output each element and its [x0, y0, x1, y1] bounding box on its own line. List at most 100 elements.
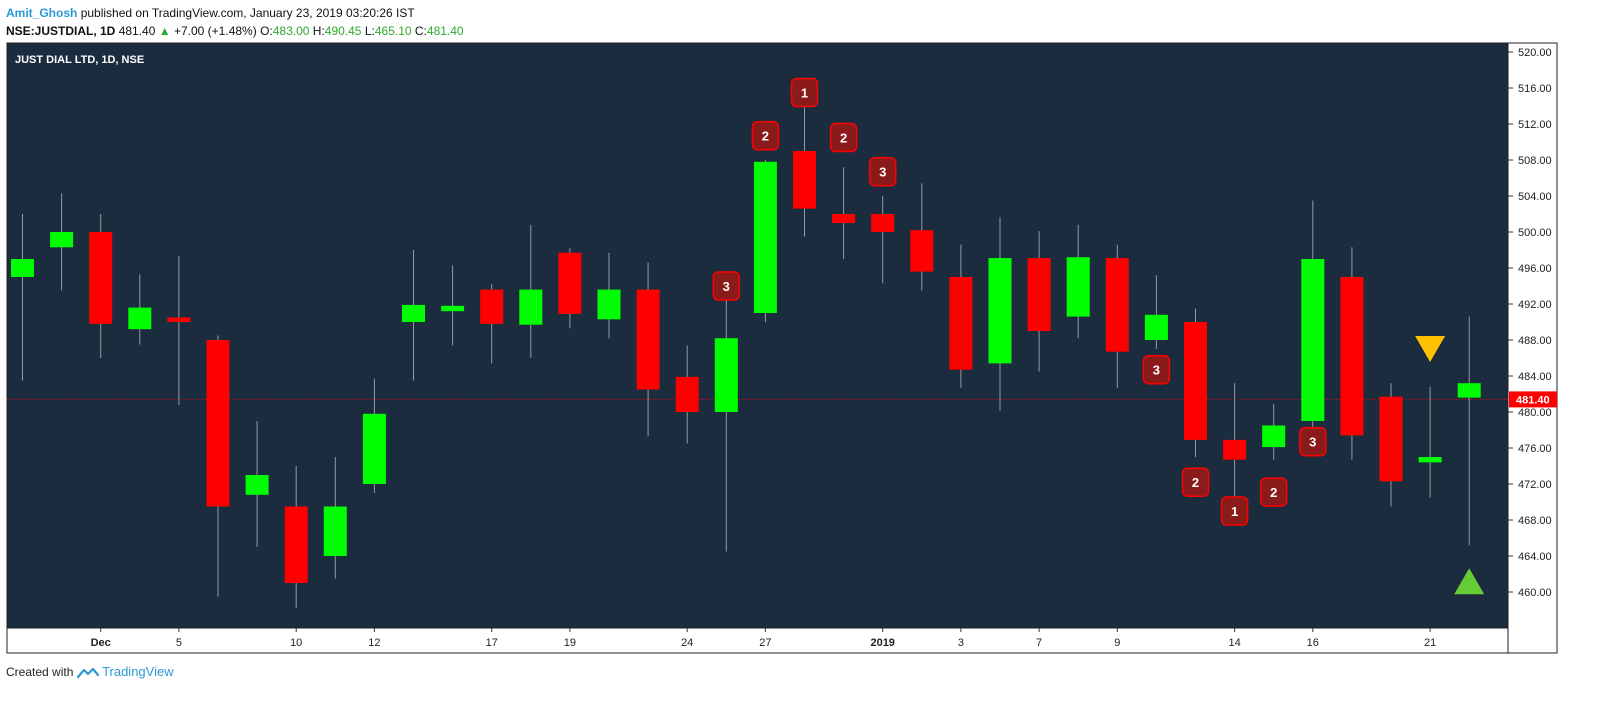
- wave-count-box: [790, 77, 819, 108]
- candle: [89, 214, 113, 358]
- wave-count-box: [751, 120, 780, 151]
- wave-count-label: 2: [751, 120, 780, 151]
- candle: [1379, 383, 1403, 507]
- y-tick-label: 504.00: [1518, 191, 1552, 203]
- candle: [167, 256, 191, 405]
- x-tick-label: 19: [564, 637, 576, 649]
- candle: [1457, 316, 1481, 546]
- y-tick-label: 476.00: [1518, 443, 1552, 455]
- candle: [323, 457, 347, 579]
- wave-count-label: 3: [712, 271, 741, 301]
- author-link[interactable]: Amit_Ghosh: [6, 6, 78, 20]
- candle: [1340, 247, 1364, 460]
- candle: [1144, 275, 1168, 349]
- wave-count-label: 1: [1220, 496, 1249, 526]
- wave-count-label: 2: [1181, 467, 1210, 497]
- low-value: 465.10: [374, 24, 412, 38]
- candle: [714, 296, 738, 552]
- wave-count-text: 1: [1231, 504, 1238, 519]
- candle-body: [793, 151, 816, 209]
- publish-line: Amit_Ghosh published on TradingView.com,…: [6, 4, 1596, 22]
- wave-count-box: [1220, 496, 1249, 526]
- x-tick-label: 10: [290, 637, 302, 649]
- candle-body: [1223, 439, 1247, 460]
- high-value: 490.45: [324, 24, 362, 38]
- candle: [362, 378, 386, 493]
- candle: [245, 421, 269, 547]
- plot-border: [6, 42, 1509, 629]
- candle: [636, 262, 660, 437]
- wave-count-text: 3: [1309, 435, 1316, 450]
- tradingview-logo-icon: [76, 667, 99, 678]
- y-tick-label: 468.00: [1518, 515, 1552, 527]
- wave-count-text: 3: [723, 279, 730, 294]
- candle-body: [402, 304, 425, 322]
- candle-body: [910, 230, 934, 272]
- candle-body: [1144, 314, 1168, 340]
- candle: [871, 196, 895, 284]
- candle: [1418, 386, 1442, 498]
- x-tick-label: 14: [1228, 637, 1240, 649]
- candle: [284, 466, 308, 609]
- wave-count-box: [868, 156, 897, 187]
- sell-signal-icon: [1415, 336, 1446, 362]
- candle: [11, 214, 34, 381]
- x-tick-label: 17: [486, 637, 498, 649]
- candle-body: [753, 161, 777, 313]
- candle: [949, 244, 973, 388]
- footer: Created with TradingView: [6, 664, 174, 679]
- y-tick-label: 516.00: [1518, 83, 1552, 95]
- wave-count-label: 3: [868, 156, 897, 187]
- y-tick-label: 508.00: [1518, 155, 1552, 167]
- candle-body: [441, 305, 465, 312]
- open-value: 483.00: [272, 24, 310, 38]
- candle: [402, 250, 425, 381]
- last-price: 481.40: [118, 24, 156, 38]
- x-tick-label: 5: [176, 637, 182, 649]
- wave-count-box: [1299, 426, 1327, 457]
- y-tick-label: 520.00: [1518, 47, 1552, 59]
- x-tick-label: Dec: [91, 637, 111, 649]
- chart-title: JUST DIAL LTD, 1D, NSE: [15, 54, 144, 66]
- candle-body: [1105, 258, 1129, 352]
- wave-count-box: [712, 271, 741, 301]
- wave-count-box: [829, 122, 858, 153]
- candle-body: [128, 307, 152, 330]
- candle: [1027, 231, 1051, 372]
- candle: [793, 86, 816, 237]
- candle-body: [675, 376, 699, 412]
- y-tick-label: 484.00: [1518, 371, 1552, 383]
- x-tick-label: 24: [681, 637, 693, 649]
- wave-count-label: 2: [1259, 477, 1288, 507]
- wave-count-text: 2: [1192, 475, 1199, 490]
- last-price-tag: [1509, 391, 1557, 408]
- wave-count-text: 3: [1153, 363, 1160, 378]
- tradingview-brand[interactable]: TradingView: [102, 664, 174, 679]
- y-tick-label: 464.00: [1518, 551, 1552, 563]
- wave-count-text: 2: [762, 129, 769, 144]
- candle-body: [245, 475, 269, 495]
- wave-count-label: 3: [1142, 354, 1171, 385]
- candle: [1184, 308, 1207, 457]
- candle-body: [832, 214, 856, 223]
- y-tick-label: 488.00: [1518, 335, 1552, 347]
- x-tick-label: 3: [958, 637, 964, 649]
- open-label: O:: [260, 24, 273, 38]
- candle-body: [949, 277, 973, 370]
- low-label: L:: [364, 24, 375, 38]
- candle: [480, 284, 504, 364]
- x-tick-label: 21: [1424, 637, 1436, 649]
- candle: [597, 252, 621, 339]
- candle-body: [89, 232, 113, 324]
- candle-body: [480, 289, 504, 324]
- candle-body: [1457, 383, 1481, 398]
- candle-body: [1027, 258, 1051, 331]
- candle-body: [1301, 259, 1325, 421]
- candle: [558, 248, 582, 329]
- candle-body: [1379, 396, 1403, 482]
- symbol-label: NSE:JUSTDIAL, 1D: [6, 24, 116, 38]
- high-label: H:: [312, 24, 325, 38]
- wave-count-label: 2: [829, 122, 858, 153]
- candle-body: [1184, 322, 1207, 440]
